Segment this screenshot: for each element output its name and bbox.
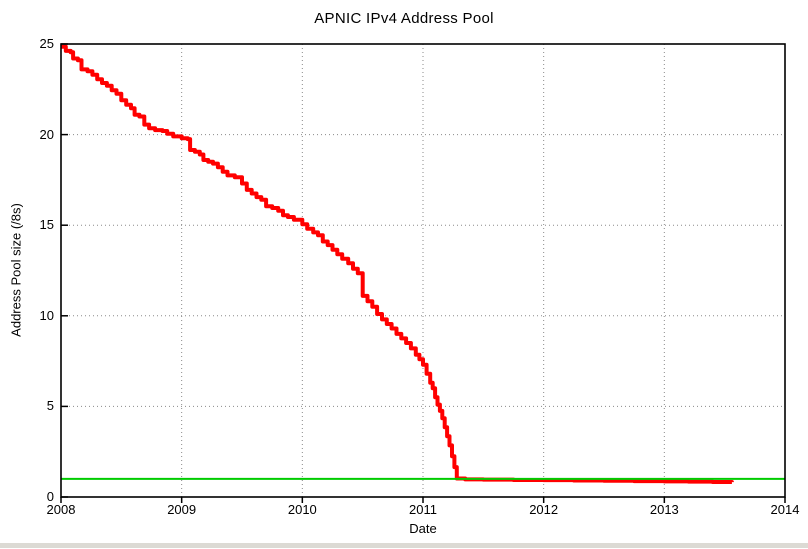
y-tick-label: 15 <box>39 217 54 233</box>
x-tick-label: 2008 <box>46 502 76 517</box>
chart-title: APNIC IPv4 Address Pool <box>314 10 494 27</box>
x-axis-label: Date <box>409 521 437 536</box>
y-tick-label: 20 <box>39 126 54 142</box>
pool-size-series-line <box>61 44 734 484</box>
y-tick-label: 25 <box>39 36 54 51</box>
x-tick-label: 2011 <box>409 502 437 517</box>
x-tick-label: 2013 <box>649 502 679 517</box>
x-tick-label: 2012 <box>529 502 559 517</box>
bottom-window-edge <box>0 543 808 548</box>
grid-lines <box>61 44 785 497</box>
y-tick-label: 5 <box>46 398 54 414</box>
x-tick-label: 2014 <box>770 502 800 517</box>
plot-border <box>60 43 786 498</box>
x-tick-label: 2009 <box>167 502 197 517</box>
x-tick-label: 2010 <box>287 502 317 517</box>
y-tick-label: 0 <box>46 489 54 504</box>
y-tick-label: 10 <box>39 307 54 323</box>
tick-marks <box>60 43 786 503</box>
data-series <box>61 44 785 484</box>
